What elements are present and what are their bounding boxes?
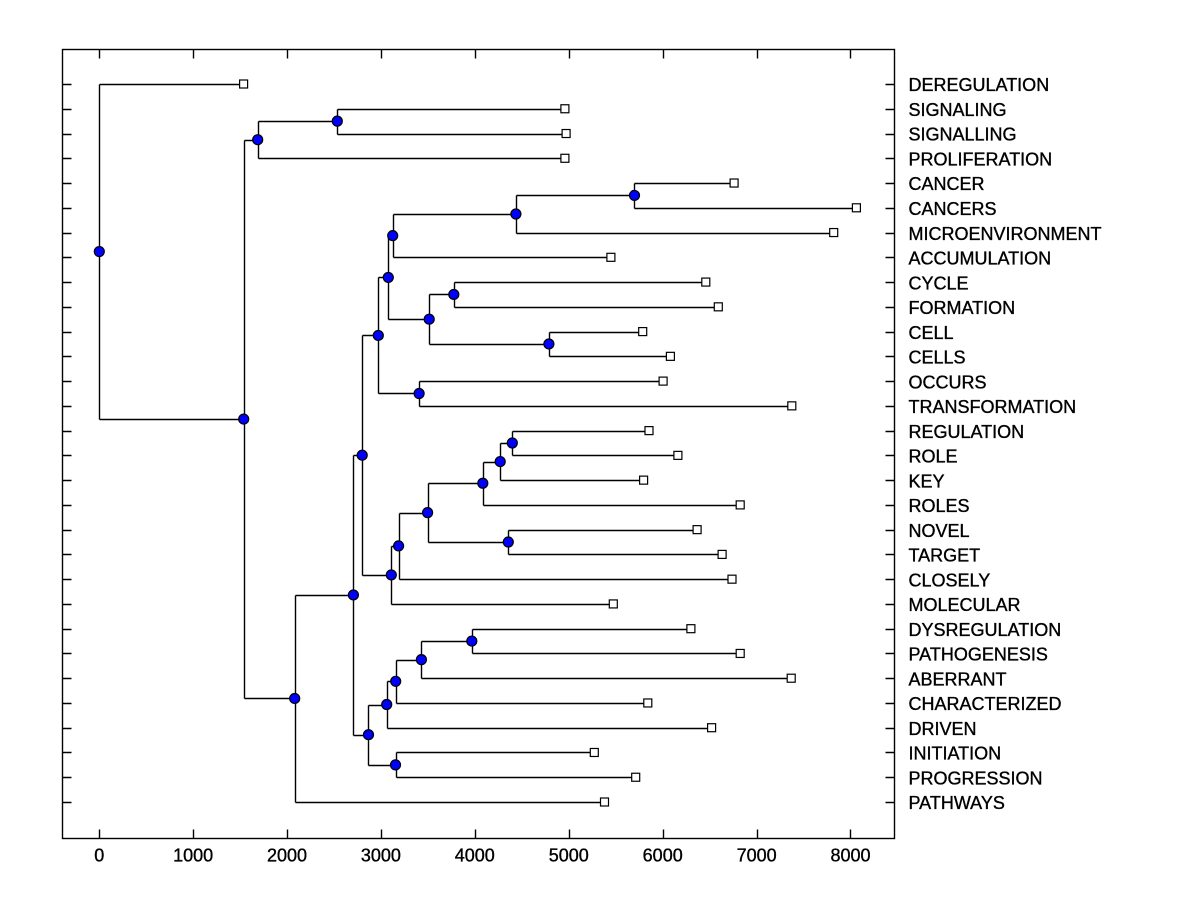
svg-text:TRANSFORMATION: TRANSFORMATION — [909, 397, 1077, 417]
svg-text:SIGNALING: SIGNALING — [909, 100, 1007, 120]
svg-text:CELL: CELL — [909, 323, 954, 343]
svg-text:1000: 1000 — [173, 846, 213, 866]
svg-text:0: 0 — [94, 846, 104, 866]
svg-text:PATHWAYS: PATHWAYS — [909, 793, 1005, 813]
svg-text:CELLS: CELLS — [909, 348, 966, 368]
svg-text:4000: 4000 — [455, 846, 495, 866]
svg-text:CANCER: CANCER — [909, 174, 985, 194]
svg-text:INITIATION: INITIATION — [909, 744, 1002, 764]
svg-text:PROGRESSION: PROGRESSION — [909, 768, 1043, 788]
svg-text:8000: 8000 — [830, 846, 870, 866]
svg-text:6000: 6000 — [643, 846, 683, 866]
svg-text:ABERRANT: ABERRANT — [909, 669, 1007, 689]
svg-text:MICROENVIRONMENT: MICROENVIRONMENT — [909, 224, 1102, 244]
svg-text:OCCURS: OCCURS — [909, 372, 987, 392]
svg-text:PROLIFERATION: PROLIFERATION — [909, 149, 1053, 169]
svg-text:CANCERS: CANCERS — [909, 199, 997, 219]
svg-text:ACCUMULATION: ACCUMULATION — [909, 249, 1052, 269]
svg-text:NOVEL: NOVEL — [909, 521, 970, 541]
svg-text:REGULATION: REGULATION — [909, 422, 1025, 442]
svg-text:CLOSELY: CLOSELY — [909, 570, 991, 590]
svg-text:FORMATION: FORMATION — [909, 298, 1016, 318]
svg-text:ROLE: ROLE — [909, 447, 958, 467]
svg-text:DRIVEN: DRIVEN — [909, 719, 977, 739]
svg-text:7000: 7000 — [737, 846, 777, 866]
svg-text:CHARACTERIZED: CHARACTERIZED — [909, 694, 1062, 714]
svg-text:MOLECULAR: MOLECULAR — [909, 595, 1021, 615]
svg-text:TARGET: TARGET — [909, 546, 981, 566]
svg-text:KEY: KEY — [909, 471, 945, 491]
svg-text:PATHOGENESIS: PATHOGENESIS — [909, 645, 1048, 665]
svg-text:2000: 2000 — [267, 846, 307, 866]
svg-text:3000: 3000 — [361, 846, 401, 866]
svg-text:ROLES: ROLES — [909, 496, 970, 516]
svg-text:5000: 5000 — [549, 846, 589, 866]
svg-text:DYSREGULATION: DYSREGULATION — [909, 620, 1062, 640]
svg-text:SIGNALLING: SIGNALLING — [909, 125, 1017, 145]
svg-text:DEREGULATION: DEREGULATION — [909, 75, 1050, 95]
svg-text:CYCLE: CYCLE — [909, 273, 969, 293]
